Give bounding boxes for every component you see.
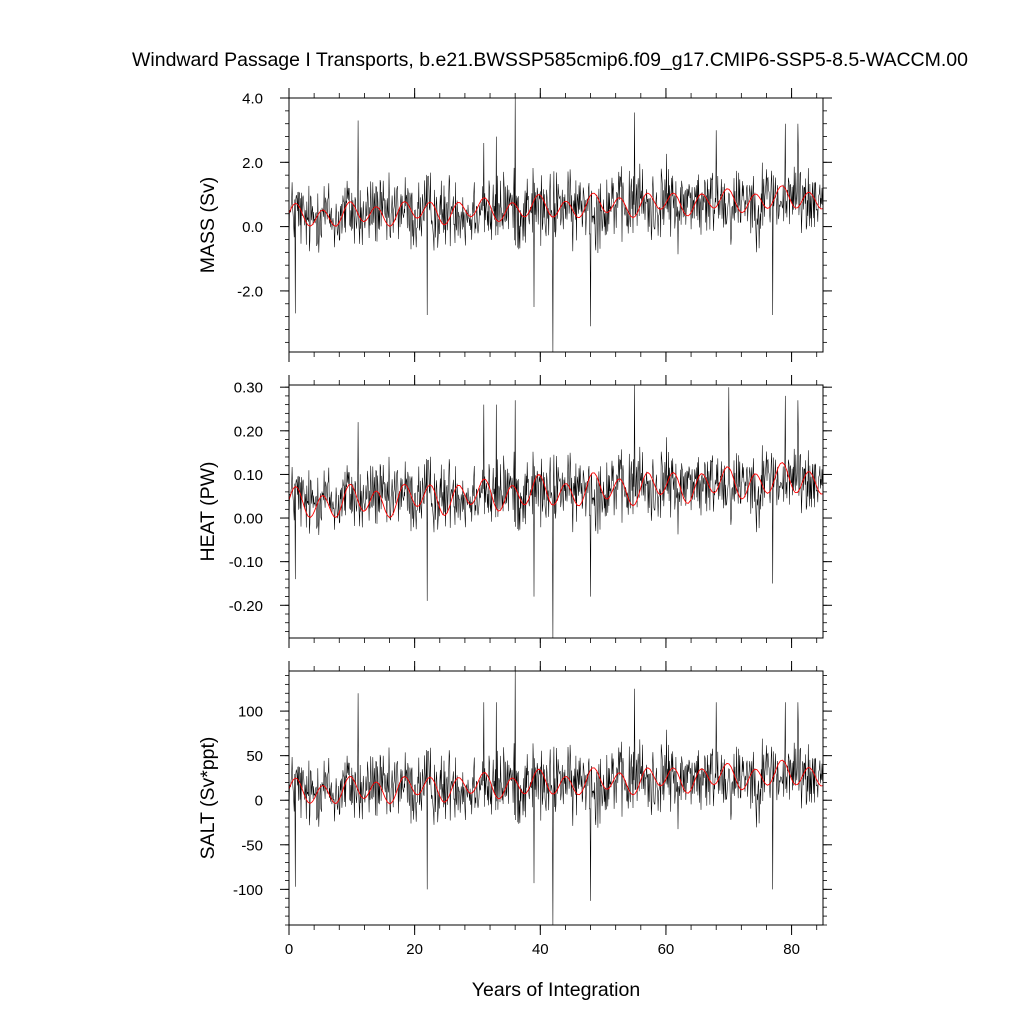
y-axis-label: HEAT (PW) xyxy=(197,461,219,561)
running-mean-line xyxy=(289,462,823,519)
y-tick-label: 0.30 xyxy=(234,380,263,397)
panel-1: 4.0 2.0 0.0 -2.0 MASS (Sv) xyxy=(197,88,832,362)
y-tick-label: 0.00 xyxy=(234,511,263,528)
panel-2: 0.30 0.20 0.10 0.00 -0.10 -0.20 HEAT (PW) xyxy=(197,375,832,648)
y-tick-label: 50 xyxy=(246,748,263,765)
x-tick-label: 60 xyxy=(658,941,675,958)
y-tick-label: 4.0 xyxy=(242,91,263,108)
plot-frame xyxy=(288,670,824,926)
y-tick-label: 0.20 xyxy=(234,423,263,440)
x-axis-label: Years of Integration xyxy=(472,979,640,1001)
y-tick-label: -100 xyxy=(233,882,263,899)
plot-frame xyxy=(288,97,824,353)
y-tick-label: 2.0 xyxy=(242,155,263,172)
monthly-series-line xyxy=(289,98,823,352)
panels: 4.0 2.0 0.0 -2.0 MASS (Sv) 0.30 0.20 0.10 0.00 -0… xyxy=(197,88,832,958)
y-tick-label: -50 xyxy=(241,837,263,854)
y-tick-label: -2.0 xyxy=(237,283,263,300)
x-tick-label: 40 xyxy=(532,941,549,958)
x-tick-label: 0 xyxy=(285,941,293,958)
plot-frame xyxy=(288,384,824,639)
figure-title: Windward Passage I Transports, b.e21.BWS… xyxy=(132,49,968,71)
x-tick-label: 20 xyxy=(406,941,423,958)
x-tick-label: 80 xyxy=(783,941,800,958)
running-mean-line xyxy=(289,759,823,805)
y-axis-label: SALT (Sv*ppt) xyxy=(197,737,219,860)
panel-3: 0 20 40 60 80 100 50 0 -50 -100 SALT (Sv*ppt) xyxy=(197,661,832,958)
running-mean-line xyxy=(289,185,823,227)
y-tick-label: 0.0 xyxy=(242,219,263,236)
monthly-series-line xyxy=(289,671,823,925)
y-tick-label: 0.10 xyxy=(234,467,263,484)
y-tick-label: 0 xyxy=(255,793,263,810)
y-axis-label: MASS (Sv) xyxy=(197,177,219,273)
y-tick-label: -0.20 xyxy=(229,598,263,615)
y-tick-label: 100 xyxy=(238,704,263,721)
y-tick-label: -0.10 xyxy=(229,554,263,571)
monthly-series-line xyxy=(289,385,823,638)
